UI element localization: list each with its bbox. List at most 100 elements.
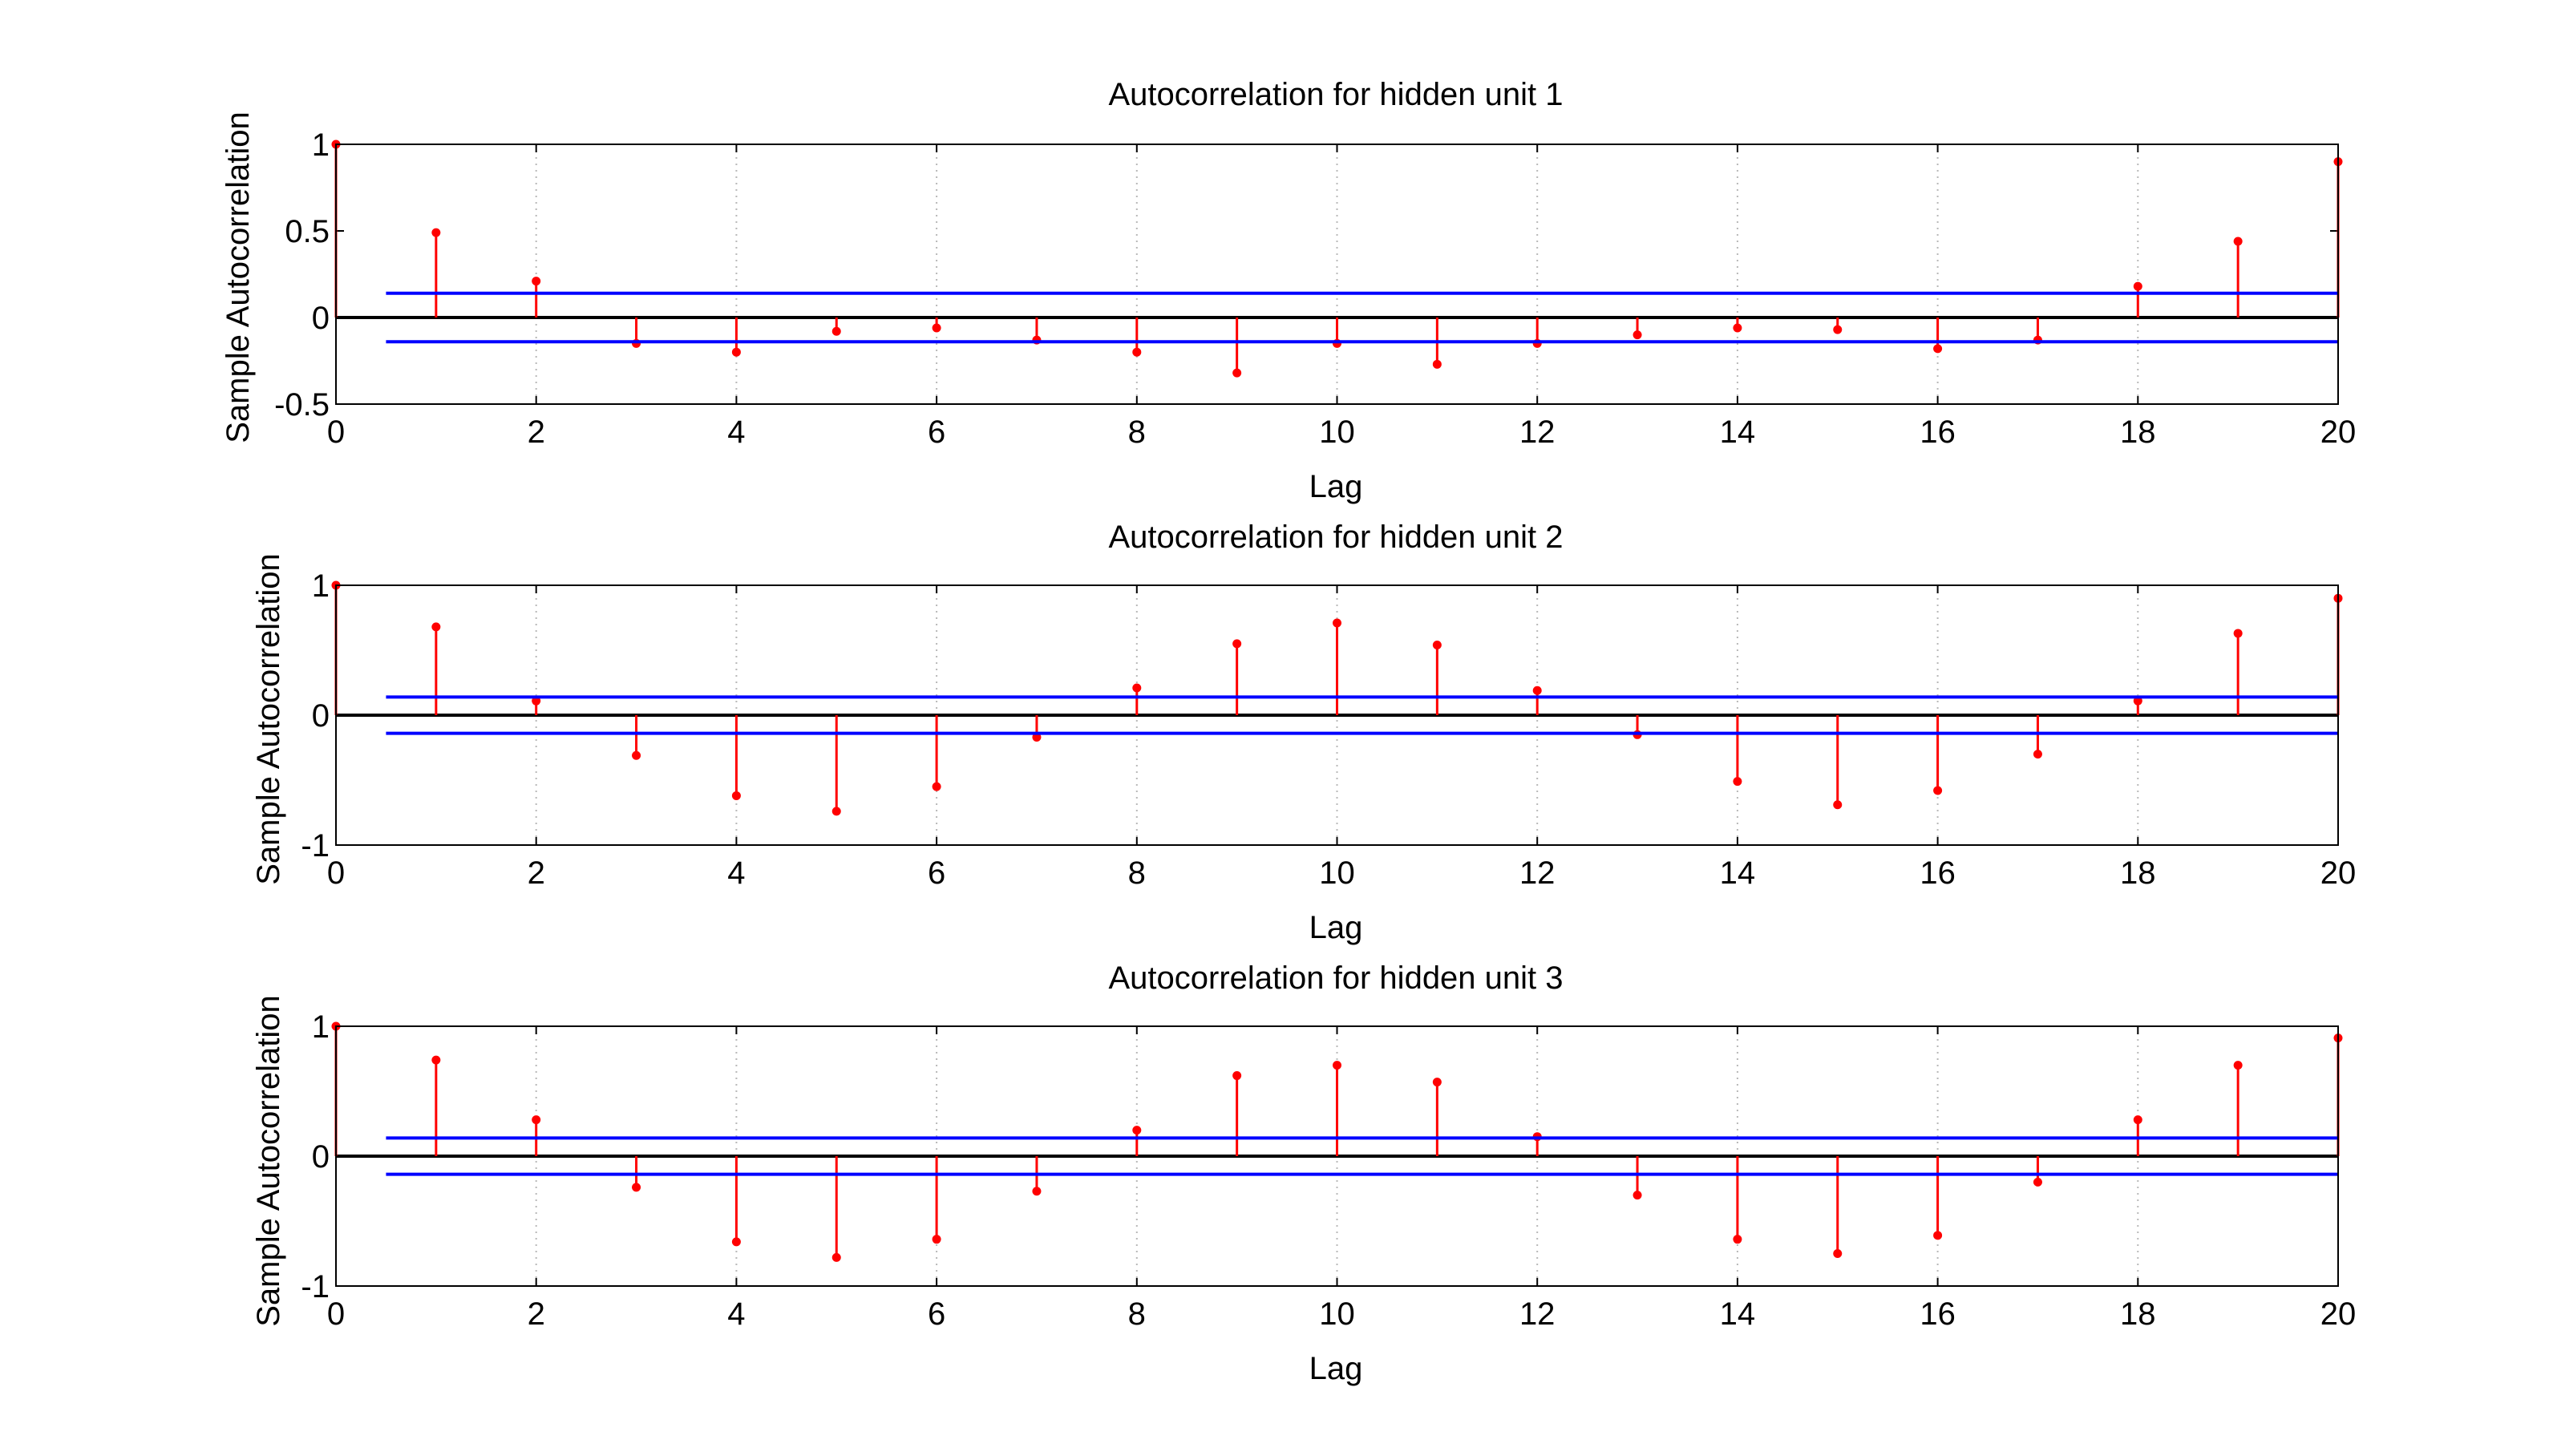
y-tick-label: -0.5 [274,387,330,423]
y-tick-label: 0.5 [285,214,330,249]
panel-2: Autocorrelation for hidden unit 2 Lag Sa… [251,520,2356,945]
x-tick-label: 16 [1920,855,1956,891]
stem-marker [731,1237,741,1247]
stem-marker [2033,1177,2042,1187]
stem-marker [831,1252,841,1262]
stem-marker [1232,639,1242,649]
stem-marker [2233,237,2243,246]
x-axis-label: Lag [1309,1351,1363,1386]
axes-frame [335,1025,2339,1287]
stem-marker [1633,330,1642,340]
stem-marker [532,696,541,706]
stem-marker [431,622,441,632]
x-tick-label: 6 [928,855,945,891]
y-axis-label: Sample Autocorrelation [251,995,286,1327]
x-tick-label: 16 [1920,1296,1956,1332]
x-tick-label: 6 [928,415,945,450]
x-tick-label: 20 [2320,855,2357,891]
stem-marker [1933,786,1943,795]
stem-marker [1432,359,1442,369]
x-tick-label: 4 [727,415,745,450]
stem-marker [932,1235,941,1244]
axes-frame [335,584,2339,846]
stem-marker [1432,641,1442,650]
y-tick-label: 1 [312,568,330,604]
x-tick-label: 20 [2320,415,2357,450]
stem-marker [731,791,741,800]
stem-marker [1733,777,1742,787]
stem-marker [1032,1187,1042,1196]
stem-marker [2033,750,2042,759]
stem-marker [932,323,941,333]
x-tick-label: 2 [528,1296,545,1332]
stem-marker [1733,323,1742,333]
plot-area: 0 2 4 6 8 10 12 14 16 18 20-0.500.51 [274,127,2356,450]
y-axis-label: Sample Autocorrelation [251,553,286,885]
x-tick-label: 6 [928,1296,945,1332]
y-tick-label: -1 [301,1269,330,1304]
stem-marker [2233,1061,2243,1070]
x-axis-label: Lag [1309,469,1363,504]
stem-marker [2233,629,2243,638]
stem-marker [1232,1071,1242,1081]
panel-3: Autocorrelation for hidden unit 3 Lag Sa… [251,961,2356,1386]
x-axis-label: Lag [1309,910,1363,945]
x-tick-label: 12 [1519,855,1556,891]
stem-marker [1333,1061,1341,1070]
chart-title: Autocorrelation for hidden unit 2 [1108,520,1563,555]
stem-marker [1333,618,1341,628]
x-tick-label: 14 [1720,415,1756,450]
stem-marker [1132,1126,1142,1135]
stem-marker [1933,1231,1943,1240]
stem-marker [1833,1249,1843,1258]
x-tick-label: 14 [1720,1296,1756,1332]
x-tick-label: 0 [327,1296,345,1332]
x-tick-label: 4 [727,1296,745,1332]
x-tick-label: 8 [1128,1296,1146,1332]
x-tick-label: 10 [1319,1296,1355,1332]
stem-marker [1833,800,1843,810]
y-tick-label: -1 [301,828,330,863]
x-tick-label: 2 [528,415,545,450]
y-tick-label: 0 [312,698,330,734]
stem-marker [532,1115,541,1125]
stem-marker [831,326,841,336]
y-tick-label: 0 [312,1139,330,1175]
x-tick-label: 18 [2120,415,2156,450]
stem-marker [532,277,541,286]
stem-marker [932,782,941,791]
y-tick-label: 1 [312,1009,330,1045]
x-tick-label: 20 [2320,1296,2357,1332]
stem-marker [1432,1078,1442,1087]
x-tick-label: 4 [727,855,745,891]
x-tick-label: 8 [1128,855,1146,891]
y-tick-label: 0 [312,301,330,336]
x-tick-label: 12 [1519,1296,1556,1332]
stem-marker [731,347,741,357]
stem-marker [2133,696,2142,706]
stem-marker [1132,683,1142,693]
stem-marker [431,1055,441,1065]
y-tick-label: 1 [312,127,330,163]
x-tick-label: 10 [1319,415,1355,450]
x-tick-label: 8 [1128,415,1146,450]
stem-marker [1833,325,1843,334]
plot-area: 0 2 4 6 8 10 12 14 16 18 20-101 [301,1009,2356,1332]
chart-title: Autocorrelation for hidden unit 1 [1108,77,1563,112]
stem-marker [1232,368,1242,378]
x-tick-label: 18 [2120,855,2156,891]
chart-title: Autocorrelation for hidden unit 3 [1108,961,1563,996]
x-tick-label: 18 [2120,1296,2156,1332]
x-tick-label: 0 [327,415,345,450]
x-tick-label: 12 [1519,415,1556,450]
stem-marker [2133,281,2142,291]
x-tick-label: 0 [327,855,345,891]
panel-1: Autocorrelation for hidden unit 1 Lag Sa… [221,77,2356,504]
stem-marker [1633,1191,1642,1200]
y-axis-label: Sample Autocorrelation [221,111,256,443]
axes-frame [335,144,2339,405]
plot-area: 0 2 4 6 8 10 12 14 16 18 20-101 [301,568,2356,891]
stem-marker [831,807,841,816]
x-tick-label: 2 [528,855,545,891]
